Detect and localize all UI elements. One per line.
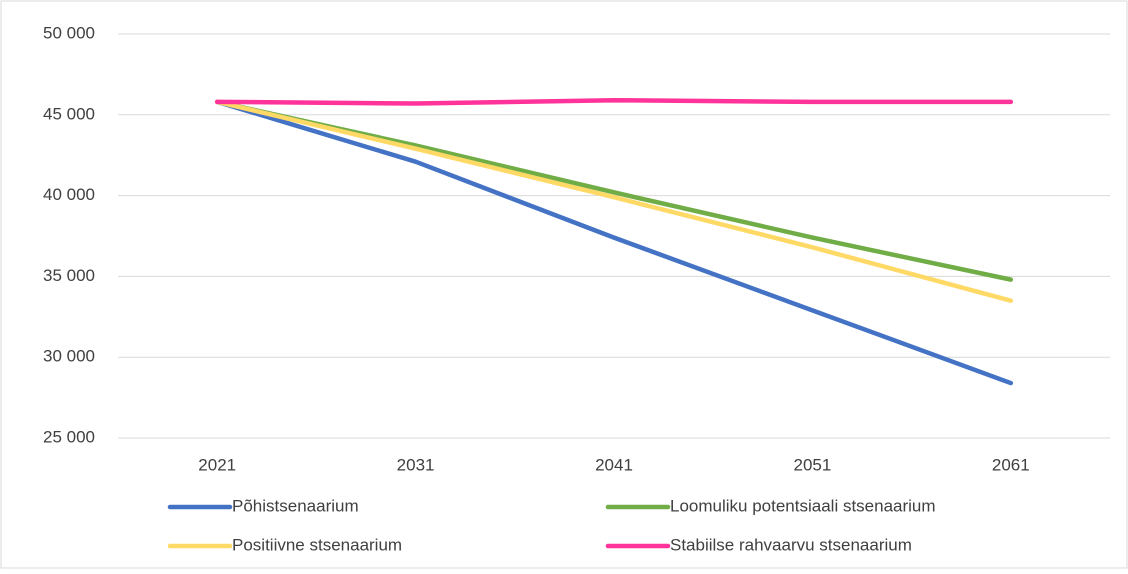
- y-tick-label: 50 000: [43, 23, 95, 42]
- x-tick-label: 2051: [793, 455, 831, 474]
- x-tick-label: 2041: [595, 455, 633, 474]
- y-tick-label: 40 000: [43, 185, 95, 204]
- legend-label: Põhistsenaarium: [232, 496, 359, 515]
- x-tick-label: 2031: [397, 455, 435, 474]
- y-tick-label: 45 000: [43, 104, 95, 123]
- series-line: [214, 98, 1014, 106]
- x-tick-label: 2021: [198, 455, 236, 474]
- series-line: [214, 99, 1014, 303]
- series-line: [214, 99, 1014, 386]
- x-tick-label: 2061: [992, 455, 1030, 474]
- y-tick-label: 35 000: [43, 266, 95, 285]
- legend-label: Positiivne stsenaarium: [232, 535, 402, 554]
- legend-label: Stabiilse rahvaarvu stsenaarium: [670, 535, 912, 554]
- y-tick-label: 25 000: [43, 427, 95, 446]
- legend-label: Loomuliku potentsiaali stsenaarium: [670, 496, 936, 515]
- y-tick-label: 30 000: [43, 347, 95, 366]
